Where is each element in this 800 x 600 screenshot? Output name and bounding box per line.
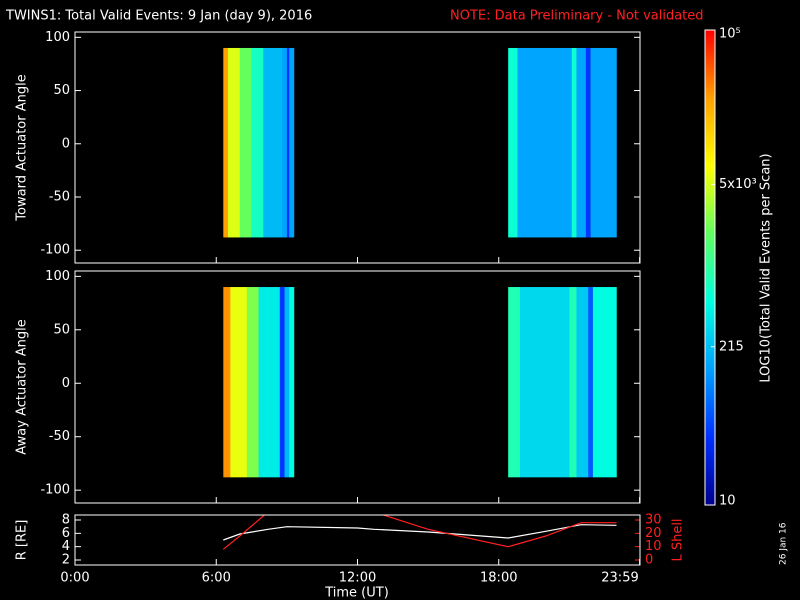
heatmap-cell bbox=[590, 47, 617, 238]
date-stamp: 26 Jan 16 bbox=[779, 522, 789, 565]
y2-tick-label: 30 bbox=[645, 513, 662, 528]
y-tick-label: 8 bbox=[62, 513, 70, 528]
x-tick-label: 12:00 bbox=[339, 571, 376, 586]
y-axis-label: Toward Actuator Angle bbox=[15, 74, 30, 221]
y-tick-label: -50 bbox=[49, 190, 70, 205]
plot-area bbox=[222, 515, 617, 550]
heatmap-cell bbox=[251, 47, 264, 238]
series-line bbox=[223, 524, 617, 541]
heatmap-cell bbox=[286, 47, 290, 238]
y-axis-label: Away Actuator Angle bbox=[15, 319, 30, 454]
x-tick-label: 0:00 bbox=[60, 571, 89, 586]
heatmap-cell bbox=[576, 287, 589, 478]
y-tick-label: 4 bbox=[62, 539, 70, 554]
colorbar-tick-label: 10 bbox=[719, 494, 736, 509]
heatmap-cell bbox=[263, 47, 283, 238]
heatmap-cell bbox=[282, 47, 288, 238]
heatmap-cell bbox=[239, 47, 252, 238]
heatmap-cell bbox=[228, 47, 241, 238]
heatmap-cell bbox=[289, 287, 295, 478]
x-tick-label: 23:59 bbox=[601, 571, 638, 586]
heatmap-cell bbox=[508, 47, 518, 238]
x-tick-label: 6:00 bbox=[202, 571, 231, 586]
colorbar-label: LOG10(Total Valid Events per Scan) bbox=[759, 153, 774, 382]
axes-frame bbox=[74, 514, 641, 566]
heatmap-cell bbox=[588, 287, 594, 478]
heatmap-cell bbox=[258, 287, 281, 478]
heatmap-cell bbox=[517, 47, 573, 238]
colorbar-tick-label: 10⁵ bbox=[719, 27, 741, 42]
heatmap-cell bbox=[585, 47, 591, 238]
y-tick-label: 0 bbox=[62, 136, 70, 151]
chart-title: TWINS1: Total Valid Events: 9 Jan (day 9… bbox=[5, 9, 312, 24]
heatmap-cell bbox=[284, 287, 290, 478]
y2-tick-label: 10 bbox=[645, 539, 662, 554]
y-tick-label: 50 bbox=[53, 322, 70, 337]
heatmap-cell bbox=[223, 47, 229, 238]
heatmap-cell bbox=[571, 47, 577, 238]
y-tick-label: 100 bbox=[45, 30, 70, 45]
y2-tick-label: 20 bbox=[645, 526, 662, 541]
heatmap-cell bbox=[519, 287, 570, 478]
heatmap-cell bbox=[230, 287, 248, 478]
heatmap-cell bbox=[289, 47, 295, 238]
heatmap-cell bbox=[223, 287, 231, 478]
series-line bbox=[222, 515, 617, 550]
y2-axis-label: L Shell bbox=[671, 518, 686, 561]
y-tick-label: -100 bbox=[40, 243, 70, 258]
y-tick-label: -50 bbox=[49, 429, 70, 444]
heatmap-cell bbox=[569, 287, 577, 478]
heatmap-cell bbox=[279, 287, 285, 478]
heatmap-cell bbox=[576, 47, 587, 238]
y-axis-label: R [RE] bbox=[15, 520, 30, 561]
note: NOTE: Data Preliminary - Not validated bbox=[450, 9, 704, 24]
colorbar-tick-label: 5x10³ bbox=[719, 177, 757, 192]
heatmap-cell bbox=[508, 287, 521, 478]
y-tick-label: 6 bbox=[62, 526, 70, 541]
x-tick-label: 18:00 bbox=[480, 571, 517, 586]
heatmap-cell bbox=[246, 287, 259, 478]
colorbar bbox=[704, 29, 716, 506]
heatmap-cell bbox=[592, 287, 617, 478]
y-tick-label: 50 bbox=[53, 83, 70, 98]
x-axis-label: Time (UT) bbox=[324, 586, 389, 600]
colorbar-tick-label: 215 bbox=[719, 339, 744, 354]
y-tick-label: 100 bbox=[45, 269, 70, 284]
y-tick-label: 2 bbox=[62, 553, 70, 568]
y-tick-label: 0 bbox=[62, 376, 70, 391]
y2-tick-label: 0 bbox=[645, 553, 653, 568]
y-tick-label: -100 bbox=[40, 483, 70, 498]
